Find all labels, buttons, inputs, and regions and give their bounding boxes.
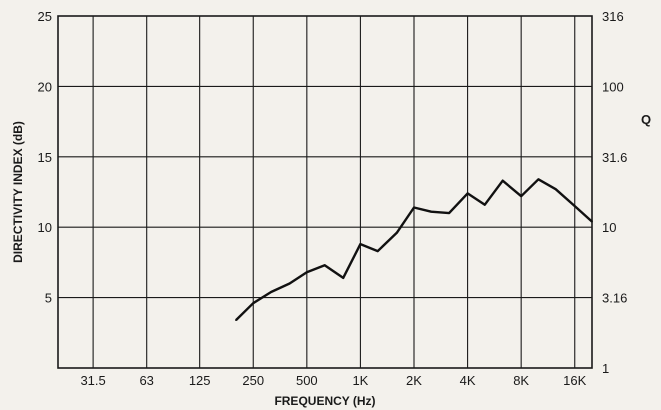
data-point (288, 282, 291, 285)
y-tick-labels: 25 20 15 10 5 (38, 9, 52, 306)
y2-tick-label: 3.16 (602, 291, 627, 306)
y2-tick-label: 316 (602, 9, 624, 24)
grid-x (92, 16, 576, 368)
x-tick-label: 500 (296, 373, 318, 388)
data-point (537, 178, 540, 181)
data-point (591, 220, 593, 223)
data-point (305, 271, 308, 274)
y2-tick-labels: 316 100 31.6 10 3.16 1 (602, 9, 627, 376)
data-point (520, 195, 523, 198)
data-point (483, 203, 486, 206)
data-point (554, 188, 557, 191)
data-point (501, 179, 504, 182)
x-axis-title: FREQUENCY (Hz) (274, 394, 375, 408)
data-point (235, 319, 237, 322)
x-tick-labels: 31.5 63 125 250 500 1K 2K 4K 8K 16K (80, 373, 586, 388)
y2-tick-label: 100 (602, 79, 624, 94)
data-point (448, 212, 451, 215)
x-tick-label: 63 (139, 373, 153, 388)
series-points (235, 178, 593, 322)
x-tick-label: 1K (352, 373, 368, 388)
y2-axis-title: Q (641, 112, 651, 127)
y-tick-label: 25 (38, 9, 52, 24)
x-tick-label: 31.5 (80, 373, 105, 388)
data-point (270, 291, 273, 293)
x-tick-label: 2K (406, 373, 422, 388)
data-point (413, 206, 415, 209)
grid-y (58, 15, 592, 299)
data-point (376, 250, 379, 253)
data-point (342, 276, 345, 279)
x-tick-label: 250 (242, 373, 264, 388)
x-tick-label: 16K (563, 373, 586, 388)
data-point (252, 302, 255, 305)
x-tick-label: 4K (460, 373, 476, 388)
data-point (430, 210, 433, 213)
y-axis-title: DIRECTIVITY INDEX (dB) (11, 121, 25, 263)
y2-tick-label: 31.6 (602, 150, 627, 165)
data-point (359, 243, 362, 245)
data-point (395, 231, 398, 234)
y-tick-label: 15 (38, 150, 52, 165)
y2-tick-label: 10 (602, 220, 616, 235)
x-tick-label: 125 (189, 373, 211, 388)
y-tick-label: 5 (45, 291, 52, 306)
y-tick-label: 20 (38, 79, 52, 94)
data-point (573, 205, 576, 207)
data-point (466, 192, 469, 195)
y2-tick-label: 1 (602, 361, 609, 376)
y-tick-label: 10 (38, 220, 52, 235)
data-point (323, 264, 326, 267)
plot-area (57, 15, 593, 369)
x-tick-label: 8K (513, 373, 529, 388)
